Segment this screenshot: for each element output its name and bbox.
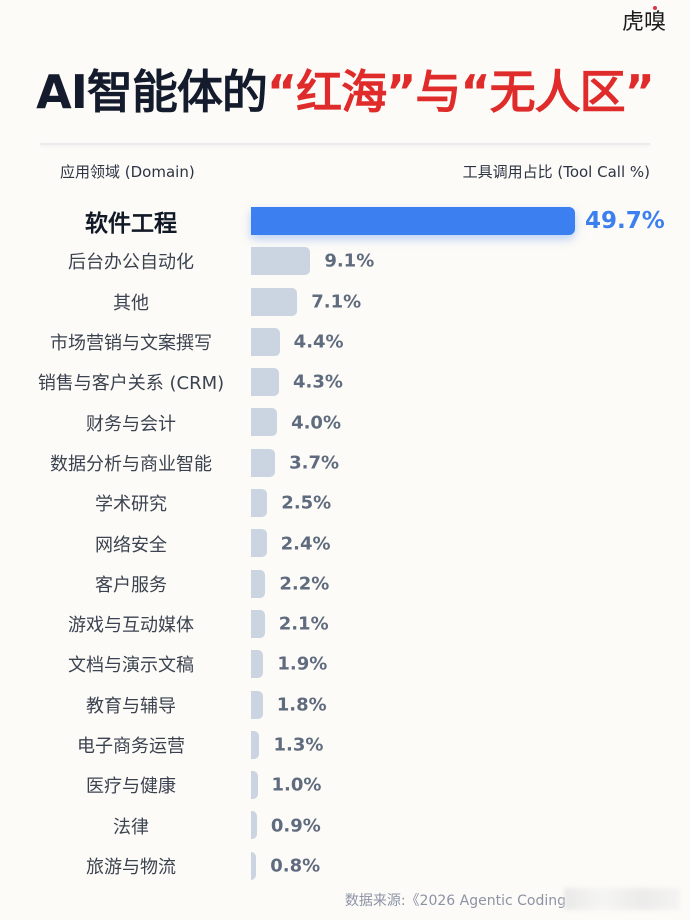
value-label: 0.9% [270,815,321,837]
value-bar [251,690,263,719]
chart-row: 数据分析与商业智能 3.7% [0,443,690,483]
title-part-dark: AI智能体的 [36,65,268,119]
value-bar [251,650,264,679]
value-label: 1.0% [271,774,322,796]
value-bar [251,609,265,638]
value-bar [251,489,268,518]
chart-row: 旅游与物流 0.8% [0,846,690,886]
value-label: 4.0% [291,412,341,434]
value-bar [251,448,276,477]
domain-label: 学术研究 [95,494,167,516]
domain-label: 法律 [113,816,149,838]
value-bar [251,811,257,840]
value-bar [251,529,267,558]
chart-row: 法律 0.9% [0,805,690,845]
domain-label: 后台办公自动化 [68,252,194,274]
logo-text: 虎嗅 [621,10,666,35]
value-label: 9.1% [324,250,375,272]
value-bar [251,207,575,235]
domain-label: 软件工程 [85,211,177,238]
value-label: 49.7% [585,208,665,235]
value-bar [251,569,266,598]
domain-label: 电子商务运营 [77,736,185,757]
chart-row: 游戏与互动媒体 2.1% [0,604,690,644]
value-label: 1.3% [273,734,324,756]
domain-label: 文档与演示文稿 [68,655,194,677]
domain-label: 教育与辅导 [86,695,176,717]
logo-dot-icon [653,6,657,10]
domain-label: 网络安全 [95,534,167,556]
value-bar [251,771,258,800]
value-label: 2.5% [281,492,332,514]
chart-row: 市场营销与文案撰写 4.4% [0,322,690,362]
domain-label: 游戏与互动媒体 [68,615,194,637]
chart-row: 销售与客户关系 (CRM) 4.3% [0,362,690,402]
title-divider [40,143,650,145]
value-label: 4.3% [293,371,343,393]
value-label: 1.8% [276,694,327,716]
value-label: 2.1% [278,613,329,635]
huxiu-logo: 虎嗅 [622,4,666,36]
title-part-and: 与 [415,65,461,119]
value-bar [251,408,278,437]
value-bar [251,247,311,276]
value-label: 2.2% [279,573,330,595]
chart-row: 电子商务运营 1.3% [0,725,690,765]
value-label: 3.7% [289,452,340,474]
chart-row: 文档与演示文稿 1.9% [0,644,690,684]
value-bar [251,730,260,759]
tool-call-column-header: 工具调用占比 (Tool Call %) [462,163,650,181]
data-source-note: 数据来源:《2026 Agentic Coding [344,893,566,909]
chart-row: 后台办公自动化 9.1% [0,241,690,281]
chart-row: 医疗与健康 1.0% [0,765,690,805]
chart-row: 其他 7.1% [0,282,690,322]
chart-row: 网络安全 2.4% [0,523,690,563]
domain-label: 销售与客户关系 (CRM) [37,373,225,395]
chart-row: 软件工程 49.7% [0,201,690,241]
domain-label: 财务与会计 [86,413,176,435]
domain-label: 医疗与健康 [86,776,176,798]
chart-row: 学术研究 2.5% [0,483,690,523]
value-bar [251,327,280,356]
bar-chart: 软件工程 49.7% 后台办公自动化 9.1% 其他 7.1% 市场营销与文案撰写 4.4% 销… [0,201,690,886]
value-label: 2.4% [280,533,331,555]
domain-label: 市场营销与文案撰写 [50,333,212,355]
watermark-blur [564,888,680,910]
domain-label: 客户服务 [95,574,167,596]
domain-label: 其他 [113,292,149,314]
value-label: 0.8% [270,855,321,877]
title-part-no-mans-land: “无人区” [460,65,654,119]
value-bar [251,287,298,316]
page-title: AI智能体的“红海”与“无人区” [0,56,690,122]
chart-row: 财务与会计 4.0% [0,402,690,442]
value-label: 1.9% [277,653,328,675]
chart-row: 客户服务 2.2% [0,564,690,604]
domain-column-header: 应用领域 (Domain) [60,163,195,181]
domain-label: 数据分析与商业智能 [50,453,212,475]
chart-row: 教育与辅导 1.8% [0,685,690,725]
value-label: 4.4% [293,331,344,353]
value-bar [251,851,257,880]
value-bar [251,368,280,397]
title-part-red-sea: “红海” [266,65,416,119]
value-label: 7.1% [311,291,362,313]
domain-label: 旅游与物流 [86,856,176,878]
